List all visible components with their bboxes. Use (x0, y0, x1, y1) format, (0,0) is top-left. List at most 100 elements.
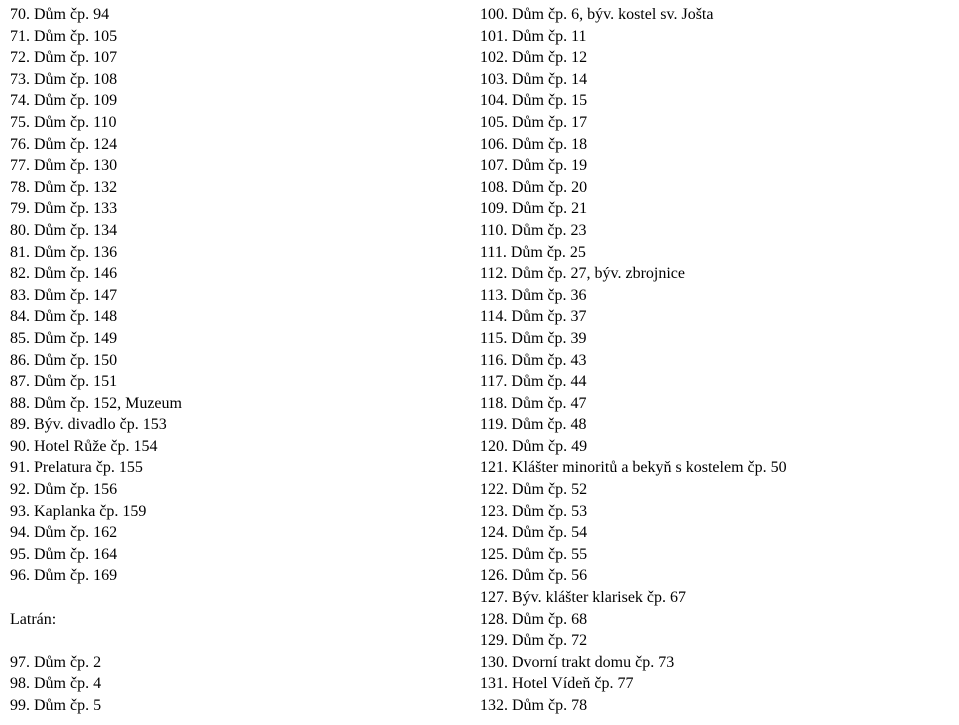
item-number: 73. (10, 71, 34, 88)
list-item: 116. Dům čp. 43 (480, 350, 949, 372)
item-text: Dům čp. 44 (511, 373, 586, 390)
list-item: 132. Dům čp. 78 (480, 695, 949, 717)
item-text: Dům čp. 4 (34, 675, 101, 692)
item-text: Dům čp. 54 (512, 524, 587, 541)
item-number: 89. (10, 416, 34, 433)
item-number: 106. (480, 136, 512, 153)
list-item: 72. Dům čp. 107 (10, 47, 480, 69)
item-number: 99. (10, 697, 34, 714)
item-text: Dům čp. 72 (512, 632, 587, 649)
item-text: Dům čp. 37 (511, 308, 586, 325)
left-column: 70. Dům čp. 9471. Dům čp. 10572. Dům čp.… (10, 4, 480, 721)
item-text: Dům čp. 94 (34, 6, 109, 23)
list-item: 86. Dům čp. 150 (10, 350, 480, 372)
list-item: 92. Dům čp. 156 (10, 479, 480, 501)
item-text: Dům čp. 52 (512, 481, 587, 498)
item-number: 129. (480, 632, 512, 649)
item-number: 116. (480, 352, 511, 369)
item-text: Dům čp. 148 (34, 308, 117, 325)
right-column: 100. Dům čp. 6, býv. kostel sv. Jošta101… (480, 4, 949, 721)
item-text: Dům čp. 20 (512, 179, 587, 196)
item-number: 111. (480, 244, 511, 261)
item-text: Býv. klášter klarisek čp. 67 (512, 589, 686, 606)
list-item: 120. Dům čp. 49 (480, 436, 949, 458)
item-text: Prelatura čp. 155 (34, 459, 143, 476)
item-number: 94. (10, 524, 34, 541)
item-text: Dům čp. 6, býv. kostel sv. Jošta (512, 6, 713, 23)
list-item: 121. Klášter minoritů a bekyň s kostelem… (480, 457, 949, 479)
list-item: 115. Dům čp. 39 (480, 328, 949, 350)
blank-line (10, 587, 480, 609)
item-number: 113. (480, 287, 511, 304)
item-text: Dům čp. 49 (512, 438, 587, 455)
item-number: 83. (10, 287, 34, 304)
list-item: 70. Dům čp. 94 (10, 4, 480, 26)
item-text: Dům čp. 107 (34, 49, 117, 66)
list-item: 118. Dům čp. 47 (480, 393, 949, 415)
item-text: Dům čp. 19 (512, 157, 587, 174)
list-item: 82. Dům čp. 146 (10, 263, 480, 285)
item-number: 109. (480, 200, 512, 217)
item-number: 130. (480, 654, 512, 671)
item-text: Dům čp. 55 (512, 546, 587, 563)
item-number: 81. (10, 244, 34, 261)
list-item: 112. Dům čp. 27, býv. zbrojnice (480, 263, 949, 285)
item-number: 112. (480, 265, 511, 282)
list-item: 105. Dům čp. 17 (480, 112, 949, 134)
list-item: 122. Dům čp. 52 (480, 479, 949, 501)
list-item: 119. Dům čp. 48 (480, 414, 949, 436)
item-number: 125. (480, 546, 512, 563)
page: 70. Dům čp. 9471. Dům čp. 10572. Dům čp.… (0, 0, 959, 725)
list-item: 101. Dům čp. 11 (480, 26, 949, 48)
list-item: 71. Dům čp. 105 (10, 26, 480, 48)
list-item: 103. Dům čp. 14 (480, 69, 949, 91)
item-text: Dům čp. 105 (34, 28, 117, 45)
blank-line (10, 630, 480, 652)
item-number: 127. (480, 589, 512, 606)
item-number: 92. (10, 481, 34, 498)
item-number: 124. (480, 524, 512, 541)
item-number: 85. (10, 330, 34, 347)
item-text: Dům čp. 133 (34, 200, 117, 217)
list-item: 85. Dům čp. 149 (10, 328, 480, 350)
item-text: Dům čp. 150 (34, 352, 117, 369)
item-number: 70. (10, 6, 34, 23)
item-number: 71. (10, 28, 34, 45)
item-number: 105. (480, 114, 512, 131)
list-item: 100. Dům čp. 6, býv. kostel sv. Jošta (480, 4, 949, 26)
item-text: Dům čp. 130 (34, 157, 117, 174)
item-text: Dům čp. 17 (512, 114, 587, 131)
item-text: Dvorní trakt domu čp. 73 (512, 654, 674, 671)
item-text: Dům čp. 36 (511, 287, 586, 304)
list-item: 77. Dům čp. 130 (10, 155, 480, 177)
list-item: 117. Dům čp. 44 (480, 371, 949, 393)
item-text: Kaplanka čp. 159 (34, 503, 146, 520)
item-text: Dům čp. 21 (512, 200, 587, 217)
item-number: 80. (10, 222, 34, 239)
item-text: Dům čp. 110 (34, 114, 117, 131)
list-item: 90. Hotel Růže čp. 154 (10, 436, 480, 458)
item-number: 107. (480, 157, 512, 174)
list-item: 95. Dům čp. 164 (10, 544, 480, 566)
item-number: 121. (480, 459, 512, 476)
item-text: Dům čp. 147 (34, 287, 117, 304)
item-text: Dům čp. 136 (34, 244, 117, 261)
item-number: 120. (480, 438, 512, 455)
item-text: Dům čp. 43 (511, 352, 586, 369)
item-text: Dům čp. 162 (34, 524, 117, 541)
item-text: Hotel Růže čp. 154 (34, 438, 158, 455)
item-number: 104. (480, 92, 512, 109)
list-item: 129. Dům čp. 72 (480, 630, 949, 652)
item-number: 118. (480, 395, 511, 412)
list-item: 106. Dům čp. 18 (480, 134, 949, 156)
list-item: 99. Dům čp. 5 (10, 695, 480, 717)
item-text: Dům čp. 151 (34, 373, 117, 390)
item-number: 119. (480, 416, 511, 433)
item-number: 78. (10, 179, 34, 196)
item-text: Dům čp. 14 (512, 71, 587, 88)
item-text: Dům čp. 53 (512, 503, 587, 520)
item-text: Dům čp. 27, býv. zbrojnice (511, 265, 685, 282)
item-text: Dům čp. 25 (511, 244, 586, 261)
item-number: 77. (10, 157, 34, 174)
list-item: 79. Dům čp. 133 (10, 198, 480, 220)
